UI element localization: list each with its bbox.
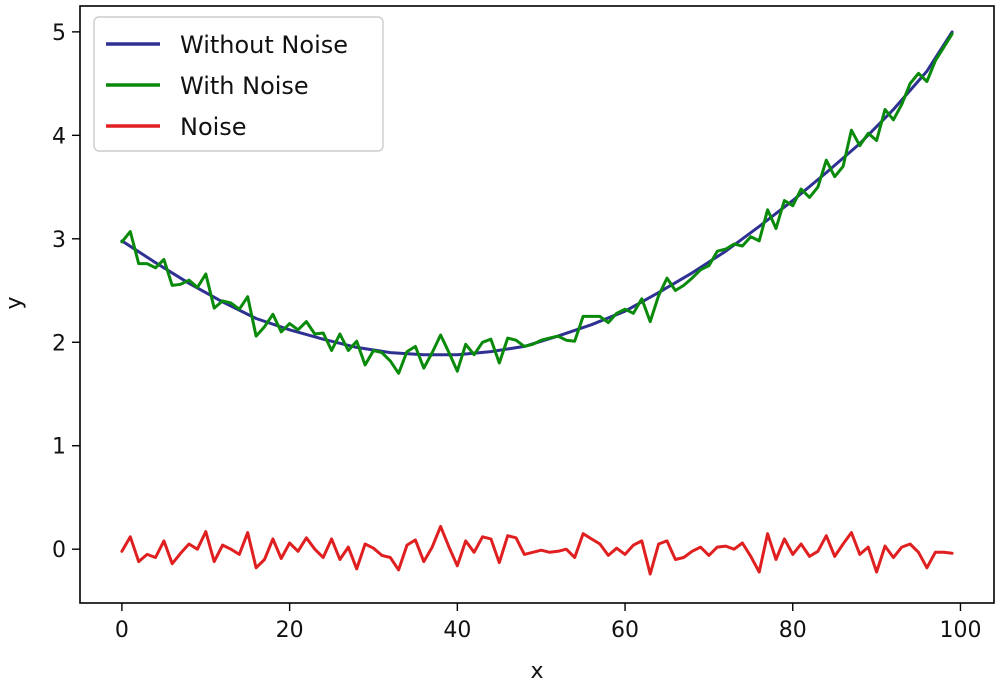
y-tick-label: 4 — [52, 124, 66, 149]
x-tick-label: 0 — [115, 618, 129, 643]
x-tick-label: 80 — [779, 618, 807, 643]
y-tick-label: 2 — [52, 331, 66, 356]
y-tick-label: 3 — [52, 228, 66, 253]
legend-box — [93, 16, 384, 152]
axes-layer: 0 20 40 60 80 100 0 1 2 3 4 5 — [52, 5, 995, 643]
x-tick-label: 100 — [939, 618, 981, 643]
legend-label: Without Noise — [180, 31, 348, 59]
y-tick-label: 1 — [52, 435, 66, 460]
x-tick-label: 60 — [611, 618, 639, 643]
legend: Without Noise With Noise Noise — [93, 16, 384, 152]
legend-label: Noise — [180, 113, 247, 141]
plot-frame — [79, 5, 995, 604]
series-layer — [120, 30, 954, 576]
y-tick-label: 5 — [52, 21, 66, 46]
legend-label: With Noise — [180, 72, 309, 100]
y-axis-title: y — [2, 296, 27, 309]
series-line-2 — [120, 524, 954, 576]
series-line-1 — [120, 32, 954, 375]
x-tick-label: 20 — [276, 618, 304, 643]
x-tick-label: 40 — [443, 618, 471, 643]
y-tick-label: 0 — [52, 538, 66, 563]
x-axis-title: x — [530, 659, 543, 684]
